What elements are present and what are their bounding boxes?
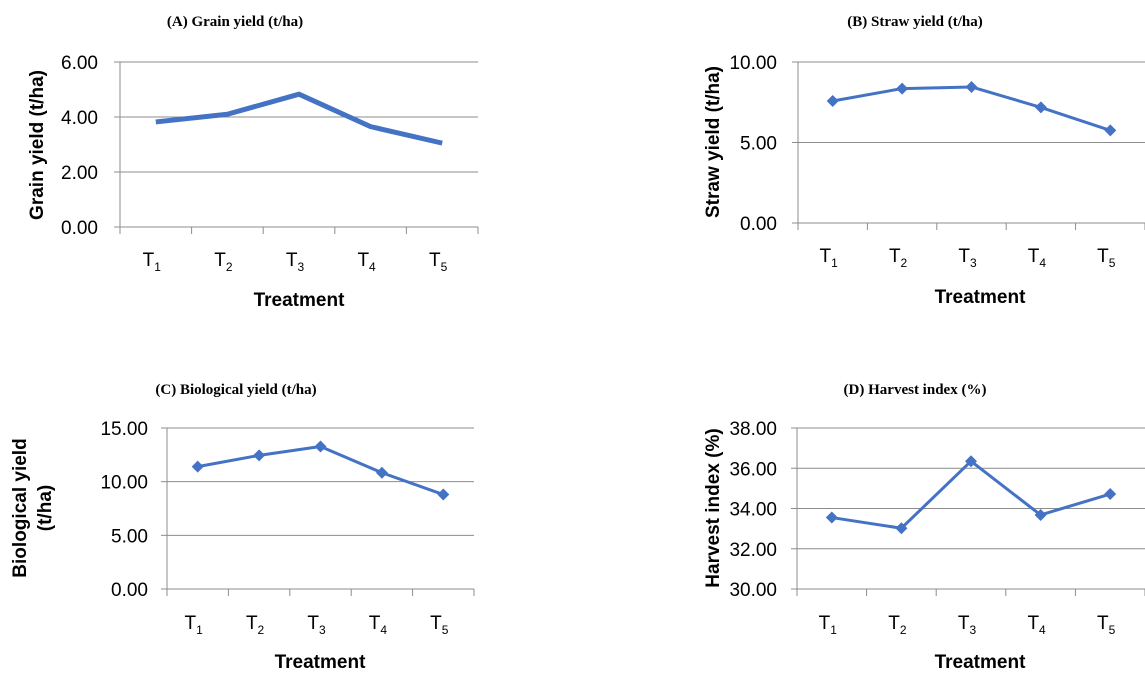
data-point xyxy=(1104,124,1117,137)
y-tick-label: 38.00 xyxy=(729,419,777,440)
data-point xyxy=(896,82,909,95)
y-tick-label: 0.00 xyxy=(740,214,777,235)
y-tick-label: 10.00 xyxy=(100,473,148,494)
data-point xyxy=(1034,101,1047,114)
x-tick-label: T5 xyxy=(430,613,449,637)
chart-panel-2: (C) Biological yield (t/ha) 0.00 5.00 10.00… xyxy=(10,382,475,673)
chart-title: (B) Straw yield (t/ha) xyxy=(847,14,982,30)
y-tick-label: 15.00 xyxy=(100,419,148,440)
chart-title: (D) Harvest index (%) xyxy=(844,382,987,398)
x-axis-label: Treatment xyxy=(935,287,1026,308)
data-point xyxy=(375,466,388,479)
y-axis-label: Harvest index (%) xyxy=(703,428,724,587)
data-point xyxy=(965,80,978,93)
data-point xyxy=(191,460,204,473)
y-tick-label: 0.00 xyxy=(111,580,148,601)
chart-panel-0: (A) Grain yield (t/ha) 0.00 2.00 4.00 6.00 T1… xyxy=(27,14,479,311)
data-point xyxy=(1034,508,1047,521)
chart-title: (C) Biological yield (t/ha) xyxy=(155,382,316,398)
x-tick-label: T5 xyxy=(1097,613,1116,637)
y-axis-label: Grain yield (t/ha) xyxy=(27,70,48,220)
x-tick-label: T5 xyxy=(429,250,448,274)
y-tick-label: 10.00 xyxy=(729,53,777,74)
y-tick-label: 34.00 xyxy=(729,500,777,521)
y-tick-label: 36.00 xyxy=(729,459,777,480)
data-point xyxy=(1104,488,1117,501)
y-tick-label: 30.00 xyxy=(729,580,777,601)
x-tick-label: T3 xyxy=(307,613,326,637)
x-tick-label: T3 xyxy=(286,250,305,274)
y-tick-label: 32.00 xyxy=(729,540,777,561)
x-tick-label: T4 xyxy=(1028,246,1047,270)
data-point xyxy=(965,455,977,468)
series-line xyxy=(197,444,444,496)
x-tick-label: T4 xyxy=(357,250,376,274)
chart-panel-3: (D) Harvest index (%) 30.00 32.00 34.00 36.0… xyxy=(703,382,1145,673)
data-point xyxy=(825,511,838,524)
y-tick-label: 5.00 xyxy=(740,134,777,155)
y-axis-label: Straw yield (t/ha) xyxy=(703,66,724,218)
y-tick-label: 6.00 xyxy=(61,53,98,74)
x-tick-label: T2 xyxy=(889,246,908,270)
x-tick-label: T2 xyxy=(214,250,233,274)
y-tick-label: 4.00 xyxy=(61,108,98,129)
data-point xyxy=(895,522,908,535)
chart-title: (A) Grain yield (t/ha) xyxy=(167,14,303,30)
series-line xyxy=(832,85,1111,132)
y-tick-label: 2.00 xyxy=(61,163,98,184)
x-tick-label: T5 xyxy=(1097,246,1116,270)
x-tick-label: T1 xyxy=(820,246,839,270)
x-axis-label: Treatment xyxy=(254,290,345,311)
data-point xyxy=(826,94,839,107)
y-tick-label: 0.00 xyxy=(61,218,98,239)
x-tick-label: T1 xyxy=(143,250,162,274)
x-tick-label: T1 xyxy=(819,613,838,637)
x-tick-label: T3 xyxy=(958,613,977,637)
x-tick-label: T3 xyxy=(958,246,977,270)
series-line xyxy=(831,459,1111,530)
data-point xyxy=(253,449,266,462)
x-tick-label: T2 xyxy=(246,613,265,637)
x-tick-label: T2 xyxy=(888,613,907,637)
x-axis-label: Treatment xyxy=(935,652,1026,673)
x-tick-label: T4 xyxy=(369,613,388,637)
data-point xyxy=(437,488,450,501)
y-axis-label: Biological yield (t/ha) xyxy=(10,438,56,577)
data-point xyxy=(314,440,327,453)
chart-panel-1: (B) Straw yield (t/ha) 0.00 5.00 10.00 T1 T2 T… xyxy=(703,14,1145,308)
x-tick-label: T1 xyxy=(185,613,204,637)
y-tick-label: 5.00 xyxy=(111,526,148,547)
series-line xyxy=(155,91,443,146)
x-tick-label: T4 xyxy=(1027,613,1046,637)
x-axis-label: Treatment xyxy=(275,652,366,673)
